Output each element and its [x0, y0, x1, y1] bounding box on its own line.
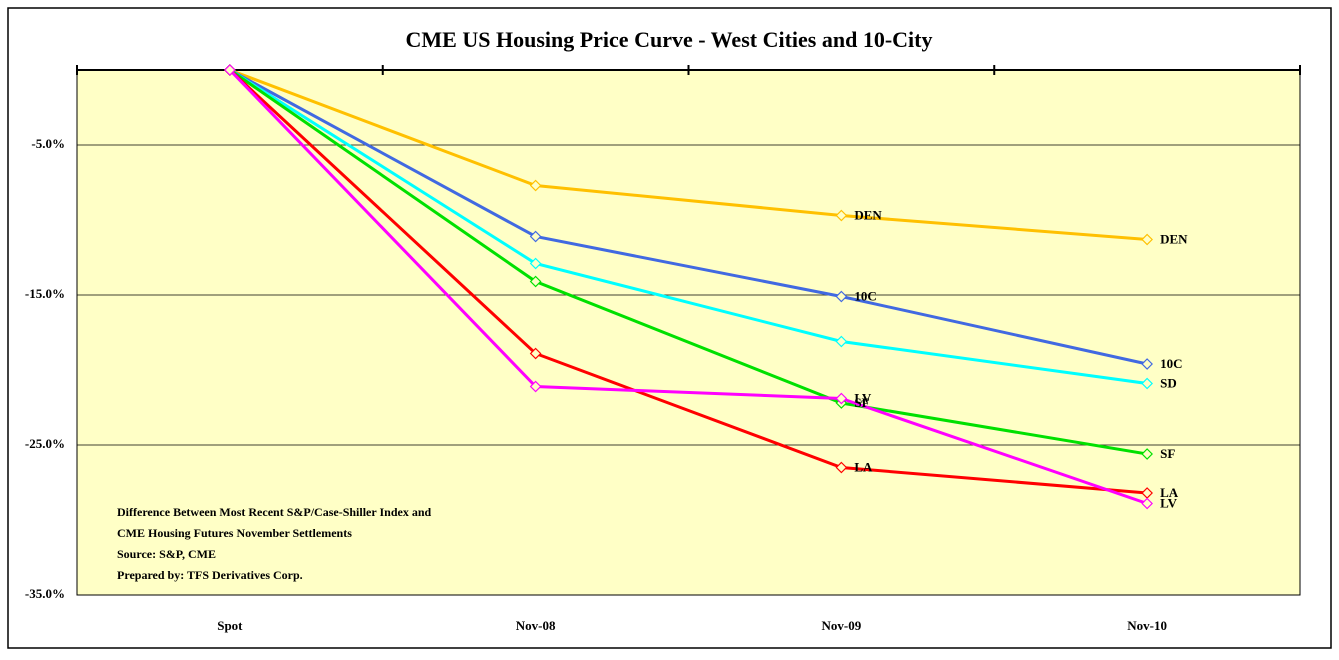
data-point [529, 275, 542, 288]
y-tick-label: -35.0% [25, 586, 65, 601]
data-point [835, 392, 848, 405]
x-tick-label: Nov-10 [1127, 618, 1167, 633]
data-point [224, 64, 236, 76]
data-point [529, 347, 542, 360]
series-label: LA [1160, 485, 1179, 500]
series-label: LV [1160, 495, 1177, 510]
series-line [229, 68, 1148, 241]
series-line [228, 68, 1148, 505]
series-line [229, 68, 1148, 456]
series-label: SF [1160, 446, 1175, 461]
data-point [835, 290, 848, 303]
data-point [529, 179, 542, 192]
annotation: Prepared by: TFS Derivatives Corp. [117, 568, 303, 582]
data-point [529, 230, 542, 243]
annotation: Source: S&P, CME [117, 547, 216, 561]
data-point [835, 461, 848, 474]
series-line [228, 68, 1148, 495]
plot-area [76, 69, 1301, 596]
annotation: Difference Between Most Recent S&P/Case-… [117, 505, 432, 519]
data-point [1141, 233, 1153, 246]
data-point [835, 209, 848, 222]
x-tick-label: Nov-09 [822, 618, 862, 633]
data-point [1141, 497, 1153, 510]
annotation: CME Housing Futures November Settlements [117, 526, 352, 540]
x-tick-label: Spot [217, 618, 243, 633]
series-line [229, 68, 1148, 385]
series-line [229, 68, 1148, 366]
data-point [835, 335, 848, 348]
y-tick-label: -5.0% [31, 136, 65, 151]
chart-title: CME US Housing Price Curve - West Cities… [406, 27, 933, 52]
data-point [529, 380, 542, 393]
data-point [1141, 377, 1153, 390]
y-tick-label: -15.0% [25, 286, 65, 301]
data-point [1141, 358, 1153, 370]
series-label: LV [854, 390, 871, 405]
y-tick-label: -25.0% [25, 436, 65, 451]
data-point [529, 257, 542, 270]
x-tick-label: Nov-08 [516, 618, 556, 633]
series-label: SF [854, 395, 869, 410]
series-label: SD [1160, 375, 1177, 390]
series-label: LA [854, 459, 873, 474]
series-label: DEN [1160, 231, 1188, 246]
series-label: 10C [854, 288, 876, 303]
data-point [1141, 448, 1153, 460]
series-label: 10C [1160, 356, 1182, 371]
series-label: DEN [854, 207, 882, 222]
